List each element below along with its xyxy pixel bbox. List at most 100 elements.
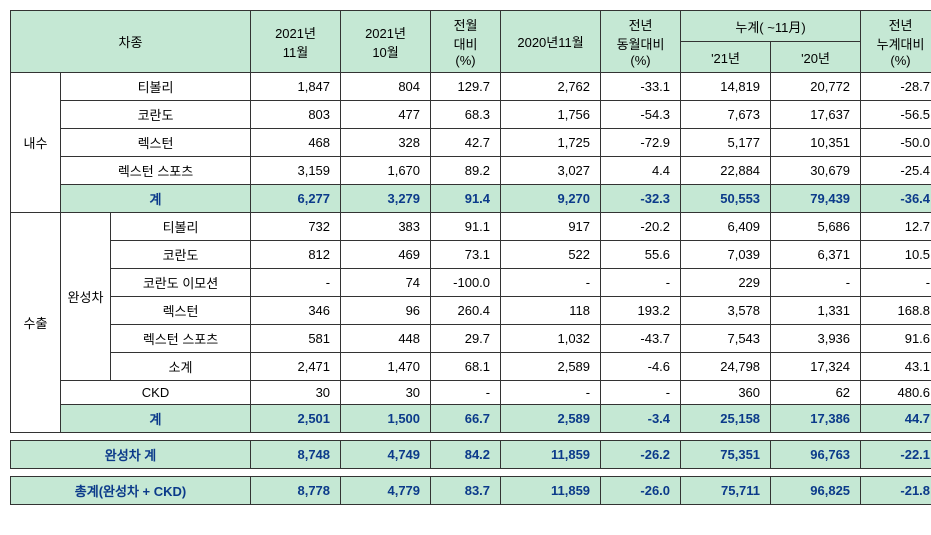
- cell: -: [501, 269, 601, 297]
- cell: 6,277: [251, 185, 341, 213]
- cell: -100.0: [431, 269, 501, 297]
- cell: -: [251, 269, 341, 297]
- cell: -26.0: [601, 477, 681, 505]
- model-name: 렉스턴: [61, 129, 251, 157]
- cell: 360: [681, 381, 771, 405]
- hdr-2020-11: 2020년11월: [501, 11, 601, 73]
- cell: 89.2: [431, 157, 501, 185]
- cell: 6,371: [771, 241, 861, 269]
- cell: 804: [341, 73, 431, 101]
- cell: 10.5: [861, 241, 931, 269]
- complete-car-label: 완성차: [61, 213, 111, 381]
- cell: 1,847: [251, 73, 341, 101]
- cell: 1,725: [501, 129, 601, 157]
- cell: 79,439: [771, 185, 861, 213]
- cell: 4.4: [601, 157, 681, 185]
- cell: 732: [251, 213, 341, 241]
- cell: 9,270: [501, 185, 601, 213]
- cell: 30,679: [771, 157, 861, 185]
- cell: -3.4: [601, 405, 681, 433]
- cell: 346: [251, 297, 341, 325]
- model-name: 렉스턴 스포츠: [111, 325, 251, 353]
- hdr-2021-10: 2021년10월: [341, 11, 431, 73]
- cell: 522: [501, 241, 601, 269]
- model-name: 렉스턴 스포츠: [61, 157, 251, 185]
- cell: 55.6: [601, 241, 681, 269]
- cell: 3,159: [251, 157, 341, 185]
- cell: 96: [341, 297, 431, 325]
- cell: 17,637: [771, 101, 861, 129]
- cell: -22.1: [861, 441, 931, 469]
- model-name: 코란도 이모션: [111, 269, 251, 297]
- cell: 1,670: [341, 157, 431, 185]
- cell: 74: [341, 269, 431, 297]
- cell: 50,553: [681, 185, 771, 213]
- cell: 1,470: [341, 353, 431, 381]
- cell: 480.6: [861, 381, 931, 405]
- cell: 68.3: [431, 101, 501, 129]
- table-row: 코란도 812 469 73.1 522 55.6 7,039 6,371 10…: [11, 241, 931, 269]
- cell: 11,859: [501, 477, 601, 505]
- domestic-label: 내수: [11, 73, 61, 213]
- cell: 30: [341, 381, 431, 405]
- complete-total-row: 완성차 계 8,748 4,749 84.2 11,859 -26.2 75,3…: [11, 441, 931, 469]
- model-name: 코란도: [111, 241, 251, 269]
- cell: -54.3: [601, 101, 681, 129]
- cell: 43.1: [861, 353, 931, 381]
- subtotal-label: 계: [61, 185, 251, 213]
- cell: 6,409: [681, 213, 771, 241]
- cell: -: [431, 381, 501, 405]
- table-row: CKD 30 30 - - - 360 62 480.6: [11, 381, 931, 405]
- cell: -32.3: [601, 185, 681, 213]
- cell: 581: [251, 325, 341, 353]
- model-name: 코란도: [61, 101, 251, 129]
- cell: 5,177: [681, 129, 771, 157]
- table-row: 렉스턴 468 328 42.7 1,725 -72.9 5,177 10,35…: [11, 129, 931, 157]
- cell: -43.7: [601, 325, 681, 353]
- cell: 468: [251, 129, 341, 157]
- cell: 803: [251, 101, 341, 129]
- cell: 4,779: [341, 477, 431, 505]
- cell: 75,351: [681, 441, 771, 469]
- table-row: 렉스턴 스포츠 581 448 29.7 1,032 -43.7 7,543 3…: [11, 325, 931, 353]
- ckd-label: CKD: [61, 381, 251, 405]
- cell: 5,686: [771, 213, 861, 241]
- cell: -: [861, 269, 931, 297]
- cell: 1,331: [771, 297, 861, 325]
- hdr-cum-yoy: 전년누계대비(%): [861, 11, 931, 73]
- table-row: 렉스턴 스포츠 3,159 1,670 89.2 3,027 4.4 22,88…: [11, 157, 931, 185]
- cell: 3,936: [771, 325, 861, 353]
- spacer-row: [11, 469, 931, 477]
- cell: 14,819: [681, 73, 771, 101]
- cell: 96,825: [771, 477, 861, 505]
- hdr-cum-21: '21년: [681, 42, 771, 73]
- cell: 29.7: [431, 325, 501, 353]
- cell: 917: [501, 213, 601, 241]
- cell: 42.7: [431, 129, 501, 157]
- cell: 44.7: [861, 405, 931, 433]
- cell: 7,039: [681, 241, 771, 269]
- cell: 328: [341, 129, 431, 157]
- hdr-2021-11: 2021년11월: [251, 11, 341, 73]
- cell: 1,032: [501, 325, 601, 353]
- model-name: 티볼리: [111, 213, 251, 241]
- cell: -4.6: [601, 353, 681, 381]
- cell: 2,589: [501, 353, 601, 381]
- cell: -: [771, 269, 861, 297]
- table-row: 내수 티볼리 1,847 804 129.7 2,762 -33.1 14,81…: [11, 73, 931, 101]
- cell: -: [501, 381, 601, 405]
- cell: 12.7: [861, 213, 931, 241]
- cell: -56.5: [861, 101, 931, 129]
- cell: 2,762: [501, 73, 601, 101]
- cell: -25.4: [861, 157, 931, 185]
- cell: -21.8: [861, 477, 931, 505]
- cell: 10,351: [771, 129, 861, 157]
- cell: 477: [341, 101, 431, 129]
- table-row: 소계 2,471 1,470 68.1 2,589 -4.6 24,798 17…: [11, 353, 931, 381]
- cell: -28.7: [861, 73, 931, 101]
- cell: 129.7: [431, 73, 501, 101]
- cell: 193.2: [601, 297, 681, 325]
- model-name: 티볼리: [61, 73, 251, 101]
- complete-total-label: 완성차 계: [11, 441, 251, 469]
- cell: 7,673: [681, 101, 771, 129]
